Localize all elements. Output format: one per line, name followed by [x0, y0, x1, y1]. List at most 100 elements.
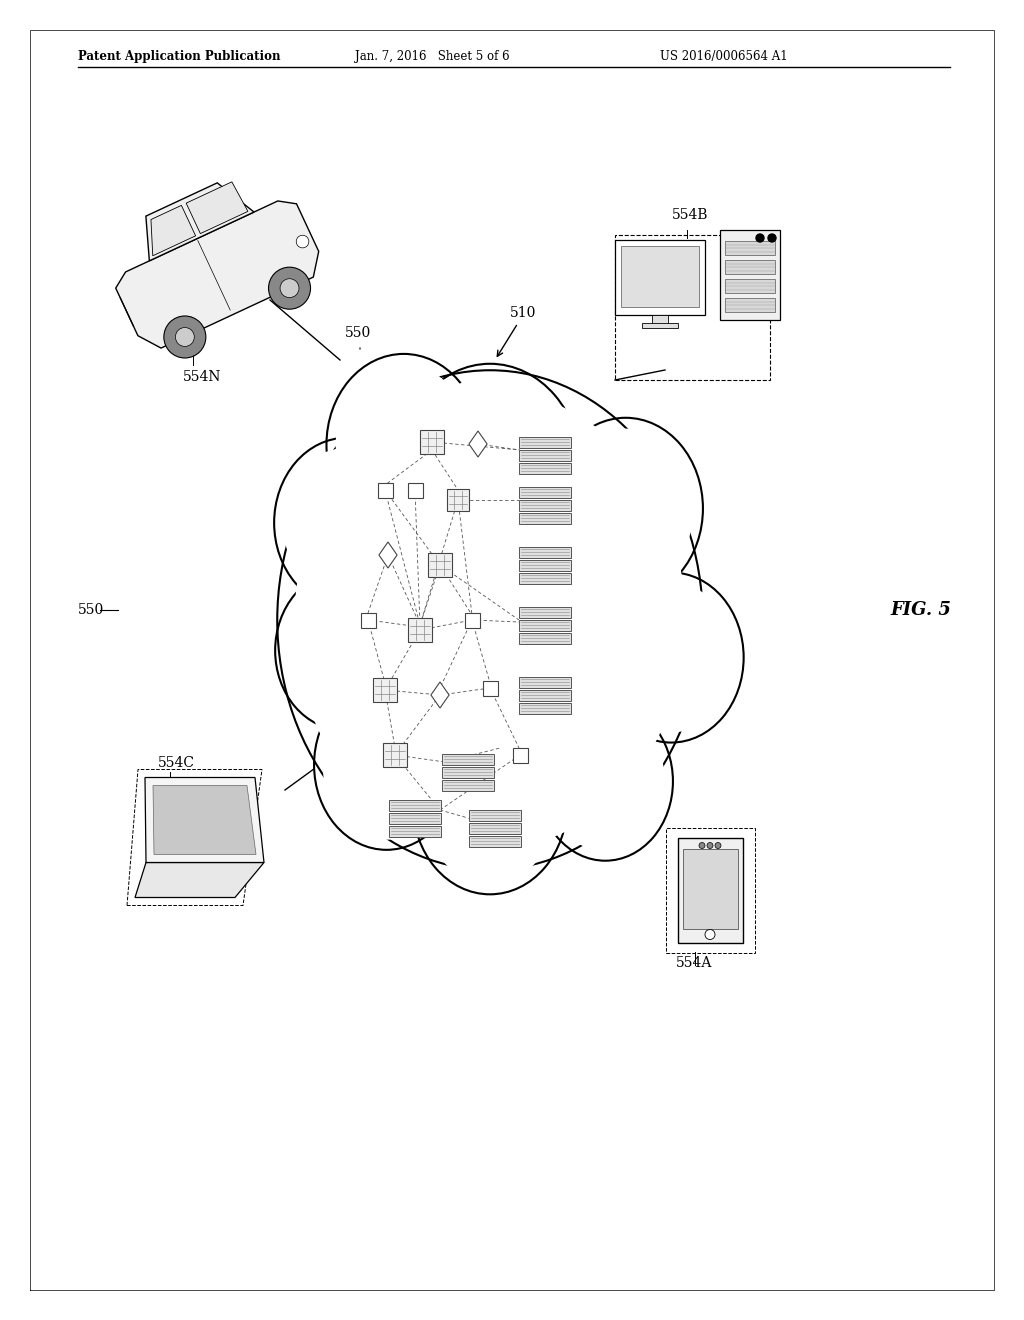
Circle shape [715, 842, 721, 849]
Polygon shape [431, 682, 450, 708]
Circle shape [699, 842, 705, 849]
Circle shape [296, 235, 309, 248]
Bar [469, 836, 521, 846]
Bar [428, 553, 452, 577]
Bar [389, 800, 441, 810]
Bar [469, 809, 521, 821]
Bar [519, 689, 571, 701]
Ellipse shape [607, 582, 735, 733]
Text: 550: 550 [345, 326, 372, 341]
Ellipse shape [314, 680, 459, 850]
Bar [442, 754, 494, 764]
Bar [378, 483, 392, 498]
Bar [373, 678, 397, 702]
Ellipse shape [278, 370, 702, 870]
Text: 554A: 554A [676, 956, 713, 970]
Bar [725, 242, 775, 255]
Bar [519, 619, 571, 631]
Ellipse shape [323, 690, 451, 840]
Bar [519, 512, 571, 524]
Bar [408, 618, 432, 642]
Bar [389, 825, 441, 837]
Bar [519, 487, 571, 498]
Circle shape [281, 279, 299, 297]
Bar [621, 246, 699, 308]
Bar [447, 488, 469, 511]
Bar [519, 560, 571, 570]
Circle shape [756, 234, 764, 242]
Bar [465, 612, 479, 627]
Polygon shape [145, 777, 264, 862]
Ellipse shape [275, 572, 411, 730]
Bar [652, 315, 668, 325]
Polygon shape [379, 543, 397, 568]
Bar [642, 323, 678, 327]
Ellipse shape [274, 438, 419, 607]
Bar [519, 702, 571, 714]
Ellipse shape [558, 429, 693, 589]
Bar [519, 546, 571, 557]
Polygon shape [145, 183, 254, 261]
Bar [512, 747, 527, 763]
Bar [725, 260, 775, 275]
Bar [389, 813, 441, 824]
Bar [519, 606, 571, 618]
Text: FIG. 5: FIG. 5 [890, 601, 951, 619]
Ellipse shape [327, 354, 481, 536]
Bar [519, 437, 571, 447]
Ellipse shape [549, 417, 702, 599]
Circle shape [164, 315, 206, 358]
Bar [469, 822, 521, 833]
Ellipse shape [283, 447, 411, 598]
Circle shape [268, 267, 310, 309]
Polygon shape [116, 201, 318, 348]
Polygon shape [186, 182, 248, 234]
Text: 554N: 554N [183, 370, 221, 384]
Bar [678, 837, 742, 942]
Text: 554B: 554B [672, 209, 709, 222]
Bar [482, 681, 498, 696]
Text: Patent Application Publication: Patent Application Publication [78, 50, 281, 63]
Ellipse shape [284, 581, 402, 721]
Bar [615, 240, 705, 315]
Bar [683, 849, 737, 928]
Bar [519, 676, 571, 688]
Bar [615, 235, 770, 380]
Ellipse shape [295, 391, 685, 850]
Bar [383, 743, 407, 767]
Bar [666, 828, 755, 953]
Ellipse shape [413, 713, 567, 895]
Bar [442, 767, 494, 777]
Circle shape [768, 234, 776, 242]
Ellipse shape [538, 702, 673, 861]
Bar [519, 573, 571, 583]
Bar [442, 780, 494, 791]
Bar [519, 632, 571, 644]
Circle shape [707, 842, 713, 849]
Bar [725, 279, 775, 293]
Bar [420, 430, 444, 454]
Ellipse shape [422, 723, 558, 883]
Polygon shape [469, 432, 487, 457]
Bar [408, 483, 423, 498]
Text: 550: 550 [78, 603, 104, 616]
Bar [360, 612, 376, 627]
Text: 554C: 554C [158, 756, 195, 770]
Ellipse shape [336, 364, 472, 524]
Bar [519, 499, 571, 511]
Ellipse shape [599, 573, 743, 743]
Text: US 2016/0006564 A1: US 2016/0006564 A1 [660, 50, 787, 63]
Ellipse shape [410, 376, 570, 566]
Polygon shape [135, 862, 264, 898]
Ellipse shape [546, 711, 665, 851]
Polygon shape [151, 206, 196, 256]
Bar [720, 230, 780, 319]
Bar [519, 462, 571, 474]
Circle shape [705, 929, 715, 940]
Ellipse shape [398, 364, 582, 579]
Bar [725, 298, 775, 312]
Polygon shape [153, 785, 256, 854]
Text: Jan. 7, 2016   Sheet 5 of 6: Jan. 7, 2016 Sheet 5 of 6 [355, 50, 510, 63]
Text: 510: 510 [510, 306, 537, 319]
Circle shape [175, 327, 195, 346]
